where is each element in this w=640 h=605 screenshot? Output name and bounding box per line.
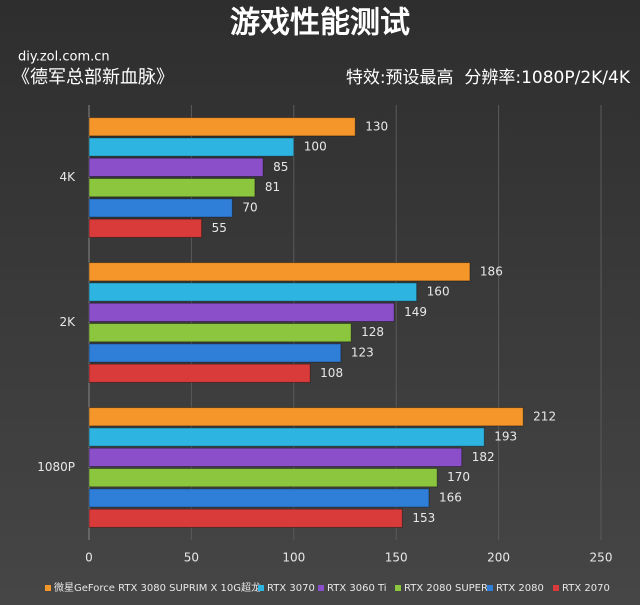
value-label: 123 bbox=[351, 345, 374, 359]
value-label: 186 bbox=[480, 264, 503, 278]
x-tick-label: 50 bbox=[184, 551, 199, 565]
value-label: 212 bbox=[533, 409, 556, 423]
bar bbox=[88, 302, 395, 323]
value-label: 170 bbox=[447, 470, 470, 484]
y-tick-label: 1080P bbox=[37, 460, 75, 474]
value-label: 100 bbox=[304, 140, 327, 154]
value-label: 193 bbox=[494, 430, 517, 444]
value-label: 166 bbox=[439, 490, 462, 504]
bar bbox=[88, 157, 264, 177]
value-label: 153 bbox=[412, 511, 435, 525]
subtitle: 《德军总部新血脉》 bbox=[12, 67, 174, 88]
x-tick-label: 150 bbox=[385, 551, 408, 565]
bar bbox=[88, 282, 418, 302]
bar bbox=[88, 447, 463, 468]
legend-marker bbox=[45, 585, 51, 591]
legend-marker bbox=[553, 585, 559, 591]
value-label: 128 bbox=[361, 325, 384, 339]
bar bbox=[88, 488, 430, 508]
value-label: 130 bbox=[365, 119, 388, 133]
legend-marker bbox=[395, 585, 401, 591]
x-tick-label: 100 bbox=[282, 551, 305, 565]
bar bbox=[88, 363, 311, 383]
value-label: 85 bbox=[273, 160, 288, 174]
bar bbox=[88, 198, 233, 218]
source: diy.zol.com.cn bbox=[18, 50, 110, 65]
legend-marker bbox=[487, 585, 493, 591]
x-tick-label: 0 bbox=[85, 551, 93, 565]
value-label: 149 bbox=[404, 305, 427, 319]
value-label: 182 bbox=[472, 450, 495, 464]
legend-marker bbox=[318, 585, 324, 591]
bar bbox=[88, 218, 203, 238]
bar bbox=[88, 427, 485, 447]
legend-label: RTX 3060 Ti bbox=[327, 583, 387, 594]
x-tick-label: 250 bbox=[590, 551, 613, 565]
legend-label: RTX 2080 bbox=[496, 583, 544, 594]
legend-marker bbox=[258, 585, 264, 591]
bar bbox=[88, 262, 471, 282]
bar bbox=[88, 468, 438, 488]
y-tick-label: 2K bbox=[59, 315, 76, 329]
value-label: 160 bbox=[427, 285, 450, 299]
bar bbox=[88, 117, 356, 137]
legend-label: RTX 2070 bbox=[562, 583, 610, 594]
value-label: 81 bbox=[265, 180, 280, 194]
bar bbox=[88, 323, 352, 343]
bar bbox=[88, 407, 524, 427]
bar bbox=[88, 178, 256, 198]
bar bbox=[88, 137, 295, 157]
value-label: 70 bbox=[242, 200, 257, 214]
chart-title: 游戏性能测试 bbox=[230, 6, 410, 41]
note: 特效:预设最高 分辨率:1080P/2K/4K bbox=[346, 68, 631, 88]
legend-label: RTX 3070 bbox=[267, 583, 315, 594]
y-tick-label: 4K bbox=[59, 170, 76, 184]
value-label: 55 bbox=[212, 221, 227, 235]
bar bbox=[88, 343, 342, 363]
legend-label: RTX 2080 SUPER bbox=[404, 583, 488, 594]
value-label: 108 bbox=[320, 366, 343, 380]
bar bbox=[88, 508, 403, 528]
x-tick-label: 200 bbox=[487, 551, 510, 565]
legend-label: 微星GeForce RTX 3080 SUPRIM X 10G超龙 bbox=[54, 581, 261, 594]
